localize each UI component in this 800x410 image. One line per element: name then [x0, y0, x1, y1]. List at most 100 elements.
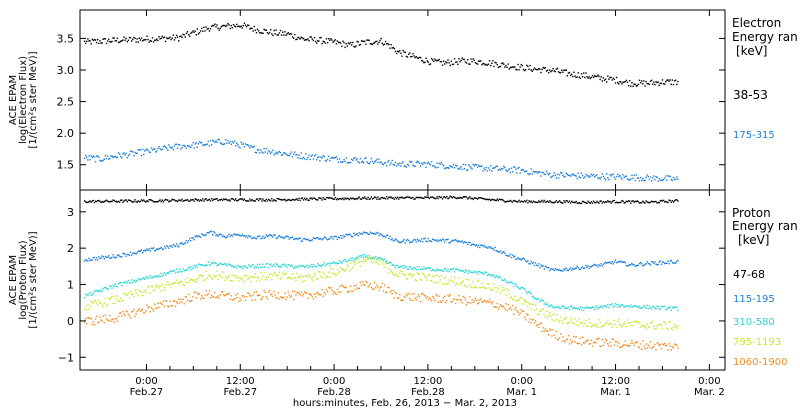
data-point	[245, 235, 248, 237]
data-point	[93, 300, 96, 302]
data-point	[402, 161, 404, 163]
data-point	[477, 279, 480, 282]
data-point	[435, 281, 437, 284]
data-point	[123, 292, 125, 294]
data-point	[225, 263, 227, 266]
data-point	[572, 75, 574, 78]
data-point	[533, 322, 536, 324]
data-point	[546, 200, 549, 202]
data-point	[456, 165, 458, 167]
data-point	[459, 240, 461, 243]
data-point	[131, 311, 133, 313]
data-point	[166, 284, 168, 286]
data-point	[429, 279, 432, 282]
data-point	[453, 271, 456, 273]
data-point	[464, 164, 467, 166]
data-point	[230, 143, 232, 145]
data-point	[430, 161, 433, 163]
data-point	[342, 161, 344, 163]
data-point	[607, 262, 609, 264]
data-point	[190, 199, 192, 201]
data-point	[413, 165, 415, 167]
data-point	[554, 313, 556, 315]
data-point	[630, 178, 632, 180]
data-point	[378, 41, 380, 43]
data-point	[462, 58, 464, 61]
data-point	[155, 39, 157, 41]
data-point	[384, 236, 387, 239]
data-point	[83, 200, 86, 202]
data-point	[465, 196, 468, 198]
data-point	[675, 325, 677, 328]
data-point	[405, 196, 408, 198]
data-point	[343, 286, 345, 288]
data-point	[675, 79, 677, 81]
data-point	[464, 285, 467, 288]
data-point	[309, 293, 311, 295]
data-point	[280, 199, 283, 201]
data-point	[509, 297, 512, 299]
data-point	[336, 197, 339, 200]
data-point	[402, 273, 404, 275]
data-point	[428, 197, 431, 200]
data-point	[89, 259, 91, 261]
data-point	[100, 302, 102, 304]
data-point	[173, 39, 176, 41]
data-point	[226, 24, 228, 27]
data-point	[441, 238, 444, 240]
data-point	[444, 167, 446, 170]
data-point	[416, 296, 419, 298]
data-point	[166, 244, 168, 247]
data-point	[584, 201, 586, 204]
data-point	[572, 267, 574, 270]
data-point	[432, 275, 434, 277]
data-point	[614, 303, 617, 305]
data-point	[363, 258, 365, 261]
data-point	[455, 61, 457, 63]
data-point	[357, 197, 359, 199]
data-point	[157, 147, 159, 150]
data-point	[568, 200, 571, 202]
data-point	[649, 176, 652, 178]
data-point	[437, 240, 439, 243]
data-point	[622, 324, 624, 326]
data-point	[201, 264, 203, 266]
data-point	[338, 270, 341, 273]
data-point	[637, 201, 640, 203]
data-point	[205, 198, 207, 200]
data-point	[634, 83, 636, 86]
series-47-68	[83, 195, 679, 205]
data-point	[473, 165, 475, 167]
data-point	[224, 24, 226, 27]
data-point	[467, 169, 469, 171]
data-point	[257, 149, 260, 151]
data-point	[450, 60, 452, 62]
data-point	[442, 277, 445, 279]
data-point	[363, 231, 365, 233]
data-point	[201, 141, 203, 144]
data-point	[460, 241, 462, 243]
data-point	[99, 316, 101, 319]
data-point	[383, 258, 386, 260]
data-point	[483, 286, 485, 288]
data-point	[609, 322, 611, 325]
data-point	[376, 262, 378, 264]
data-point	[260, 198, 262, 200]
data-point	[224, 198, 226, 201]
data-point	[488, 274, 491, 276]
data-point	[370, 196, 373, 198]
data-point	[335, 293, 338, 295]
data-point	[451, 166, 454, 168]
data-point	[622, 261, 624, 263]
data-point	[88, 308, 90, 310]
data-point	[436, 196, 438, 198]
data-point	[377, 196, 379, 198]
data-point	[499, 303, 502, 306]
data-point	[251, 199, 253, 201]
data-point	[597, 201, 599, 204]
data-point	[555, 269, 558, 271]
data-point	[450, 240, 452, 243]
data-point	[90, 294, 92, 297]
data-point	[600, 263, 602, 265]
data-point	[565, 316, 567, 319]
